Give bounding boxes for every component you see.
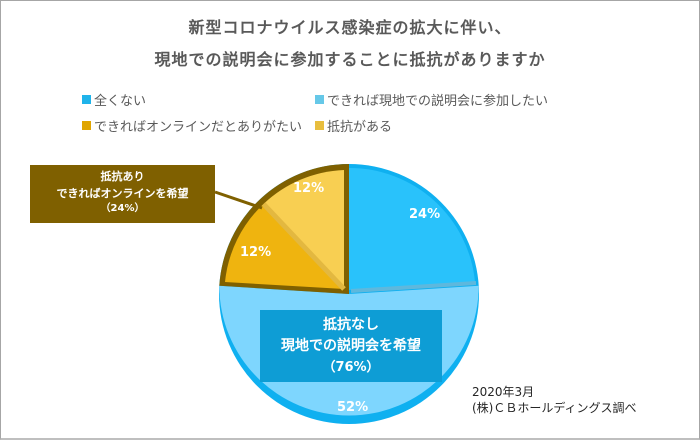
pie-slice-online [225, 204, 344, 289]
slice-divider [261, 202, 346, 291]
callout-line: 現地での説明会を希望 [281, 338, 421, 354]
callout-line: できればオンラインを希望 [56, 187, 189, 200]
legend-item-none: 全くない [82, 90, 146, 109]
callout-connector [214, 190, 263, 210]
legend-item-onsite: できれば現地での説明会に参加したい [315, 90, 548, 109]
legend-item-online: できればオンラインだとありがたい [82, 116, 302, 135]
legend-label: 抵抗がある [327, 120, 393, 135]
callout-line: 抵抗あり [100, 170, 145, 183]
callout-line: （76%） [322, 360, 380, 375]
callout-line: 抵抗なし [323, 317, 379, 333]
legend-label: できればオンラインだとありがたい [94, 120, 303, 135]
callout-line: （24%） [100, 203, 145, 214]
callout-no-resistance: 抵抗なし 現地での説明会を希望 （76%） [260, 310, 442, 382]
pie-slice-none [349, 167, 475, 290]
chart-title-line2: 現地での説明会に参加することに抵抗がありますか [154, 50, 546, 69]
legend-label: 全くない [94, 94, 147, 109]
legend-swatch-icon [82, 95, 91, 104]
callout-resistance: 抵抗あり できればオンラインを希望 （24%） [30, 165, 215, 223]
legend-swatch-icon [82, 121, 91, 130]
legend-swatch-icon [315, 95, 324, 104]
legend-item-resist: 抵抗がある [315, 116, 392, 135]
source-date: 2020年3月 [472, 385, 535, 399]
legend-label: できれば現地での説明会に参加したい [327, 94, 549, 109]
chart-title-line1: 新型コロナウイルス感染症の拡大に伴い、 [188, 18, 512, 37]
pie-slice-resist [263, 170, 344, 289]
source-note: 2020年3月 (株)ＣＢホールディングス調べ [472, 384, 637, 416]
legend-swatch-icon [315, 121, 324, 130]
slice-label-onsite: 52% [337, 400, 369, 415]
slice-label-online: 12% [240, 245, 272, 260]
slice-label-none: 24% [409, 207, 441, 222]
source-org: (株)ＣＢホールディングス調べ [472, 401, 637, 415]
slice-label-resist: 12% [293, 181, 325, 196]
slice-divider [350, 281, 477, 293]
